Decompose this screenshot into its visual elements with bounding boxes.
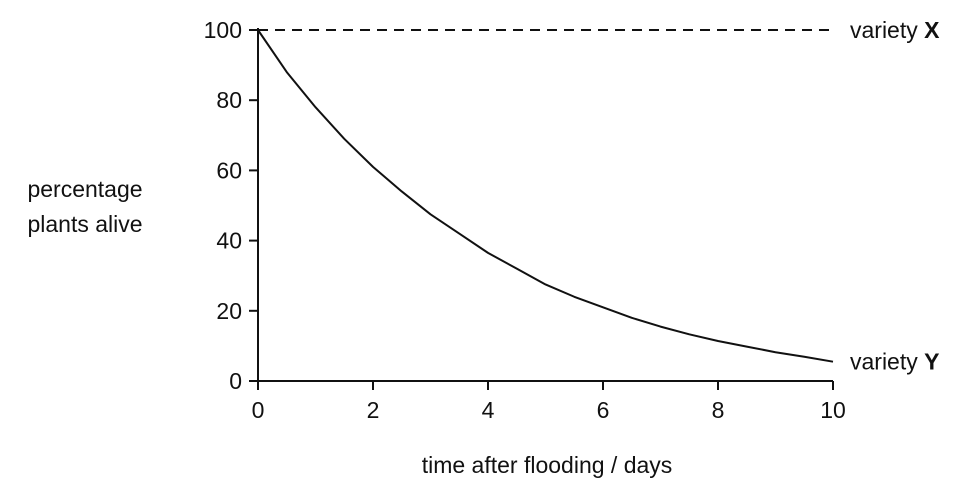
axes (257, 28, 833, 382)
series-label-prefix: variety (850, 17, 924, 43)
y-tick-label: 40 (216, 228, 242, 254)
ticks: 0 20 40 60 80 100 0 2 4 6 8 10 (204, 17, 846, 423)
y-tick-label: 20 (216, 298, 242, 324)
x-tick-label: 2 (367, 397, 380, 423)
series-label-prefix: variety (850, 349, 924, 375)
series (257, 29, 834, 363)
x-tick-label: 4 (482, 397, 495, 423)
series-label-letter: Y (924, 349, 939, 375)
y-tick-label: 80 (216, 87, 242, 113)
series-label-letter: X (924, 17, 940, 43)
y-axis-label-line-2: plants alive (27, 211, 142, 237)
y-tick-label: 0 (229, 368, 242, 394)
y-tick-label: 60 (216, 157, 242, 183)
x-tick-label: 10 (820, 397, 846, 423)
series-line-y (257, 29, 834, 363)
series-label-y: variety Y (850, 349, 939, 375)
y-axis-label-line-1: percentage (27, 176, 142, 202)
y-tick-label: 100 (204, 17, 242, 43)
x-axis-label: time after flooding / days (422, 452, 673, 478)
x-tick-label: 0 (252, 397, 265, 423)
x-tick-label: 8 (712, 397, 725, 423)
series-label-x: variety X (850, 17, 940, 43)
x-tick-label: 6 (597, 397, 610, 423)
